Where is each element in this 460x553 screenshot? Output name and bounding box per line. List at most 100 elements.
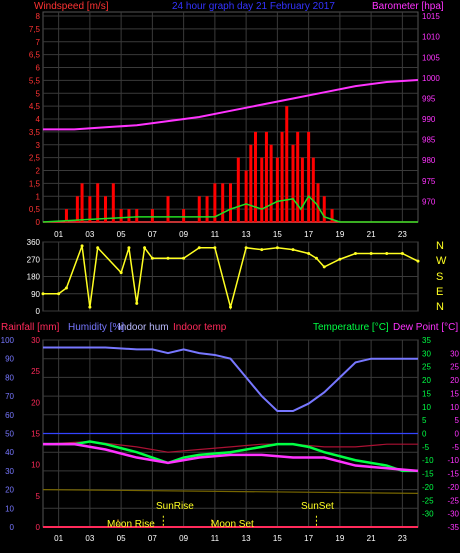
gust-bar [316,183,320,222]
sunset-label: SunSet [301,501,334,512]
temp-y-tick: 20 [422,376,431,385]
rain-y-tick: 15 [31,430,40,439]
wind-x-tick: 07 [148,230,157,239]
humidity-y-tick: 20 [5,486,14,495]
direction-point [416,259,420,263]
baro-y-tick: 1010 [422,33,440,42]
rain-y-tick: 20 [31,398,40,407]
compass-e: E [436,286,444,298]
gust-bar [96,183,100,222]
direction-point [385,252,389,255]
wind-y-tick: 7 [36,38,41,47]
humidity-y-tick: 90 [5,355,14,364]
direction-point [127,246,131,250]
direction-point [400,252,404,255]
compass-s: S [436,271,444,283]
climate-x-tick: 17 [304,534,313,543]
gust-bar [88,196,92,222]
gust-bar [80,183,84,222]
temperature-line [43,440,418,473]
direction-point [135,301,139,305]
humidity-line [43,346,418,413]
gust-bar [104,196,107,222]
wind-y-tick: 1 [36,192,41,201]
compass-n-bottom: N [436,301,444,313]
direction-point [244,246,248,250]
temp-y-tick: -30 [422,510,434,519]
wind-y-tick: 3,5 [29,128,41,137]
wind-y-tick: 0,5 [29,205,41,214]
wind-x-tick: 01 [54,230,63,239]
gust-bar [311,157,315,222]
direction-point [143,246,147,250]
direction-point [291,248,295,252]
gust-bar [75,196,79,222]
temp-y-tick: 0 [422,430,427,439]
dew-point-label: Dew Point [°C] [393,322,459,333]
direction-point [322,265,326,269]
humidity-y-tick: 100 [1,336,15,345]
dew-y-tick: -15 [447,470,459,479]
wind-y-tick: 3 [36,141,41,150]
gust-bar [307,131,311,222]
wind-y-tick: 6 [36,64,41,73]
barometer-label: Barometer [hpa] [372,1,444,12]
dew-y-tick: -30 [447,510,459,519]
wind-x-tick: 21 [367,230,376,239]
wind-x-tick: 23 [398,230,407,239]
wind-x-tick: 19 [335,230,344,239]
gust-bar [150,209,154,222]
direction-point [150,256,154,260]
humidity-y-tick: 0 [10,523,15,532]
direction-y-tick: 0 [36,307,41,316]
dew-y-tick: -5 [452,443,460,452]
baro-y-tick: 990 [422,115,436,124]
climate-x-tick: 19 [335,534,344,543]
wind-y-tick: 2,5 [29,154,41,163]
direction-point [369,252,373,255]
avg-wind-line [42,195,418,223]
rain-y-tick: 25 [31,367,40,376]
rainfall-label: Rainfall [mm] [1,322,60,333]
wind-y-tick: 4,5 [29,102,41,111]
humidity-y-tick: 10 [5,504,14,513]
direction-y-tick: 270 [27,255,41,264]
dew-y-tick: -35 [447,523,459,532]
baro-y-tick: 1000 [422,74,440,83]
gust-bar [221,183,225,222]
gust-bar [197,196,201,222]
dew-y-tick: 0 [455,430,460,439]
baro-y-tick: 980 [422,156,436,165]
baro-y-tick: 1015 [422,12,440,21]
sunrise-label: SunRise [156,501,194,512]
dew-y-tick: 20 [450,376,459,385]
wind-y-tick: 5 [36,89,41,98]
gust-bar [135,209,139,222]
direction-point [182,256,186,260]
direction-point [96,246,100,250]
gust-bar [254,131,257,222]
wind-y-tick: 0 [36,218,41,227]
wind-y-tick: 1,5 [29,179,41,188]
direction-point [41,292,45,296]
wind-y-tick: 6,5 [29,51,41,60]
rain-y-tick: 5 [36,492,41,501]
gust-bar [296,131,300,222]
gust-bar [275,157,279,222]
gust-bar [291,144,295,222]
climate-x-tick: 13 [242,534,251,543]
direction-point [314,256,318,260]
gust-bar [300,157,304,222]
wind-x-tick: 03 [85,230,94,239]
dew-y-tick: 15 [450,389,459,398]
baseline-line [42,489,419,494]
direction-y-tick: 90 [31,290,40,299]
temp-y-tick: -5 [422,443,430,452]
indoor-temp-line [42,440,418,453]
baro-y-tick: 970 [422,197,436,206]
direction-point [229,305,232,309]
climate-x-tick: 03 [85,534,94,543]
baro-y-tick: 975 [422,177,436,186]
gust-bar [322,196,326,222]
